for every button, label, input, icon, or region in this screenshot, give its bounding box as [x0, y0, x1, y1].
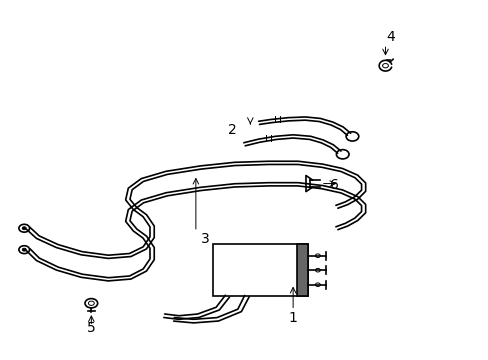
Text: 4: 4 [385, 30, 394, 44]
Circle shape [22, 227, 26, 230]
Bar [212, 244, 307, 296]
Text: 5: 5 [87, 321, 96, 335]
Circle shape [22, 248, 26, 251]
Bar [296, 244, 307, 296]
Text: 2: 2 [227, 123, 236, 137]
Text: 1: 1 [288, 311, 297, 324]
Text: 3: 3 [201, 232, 209, 246]
Text: 6: 6 [329, 178, 338, 192]
